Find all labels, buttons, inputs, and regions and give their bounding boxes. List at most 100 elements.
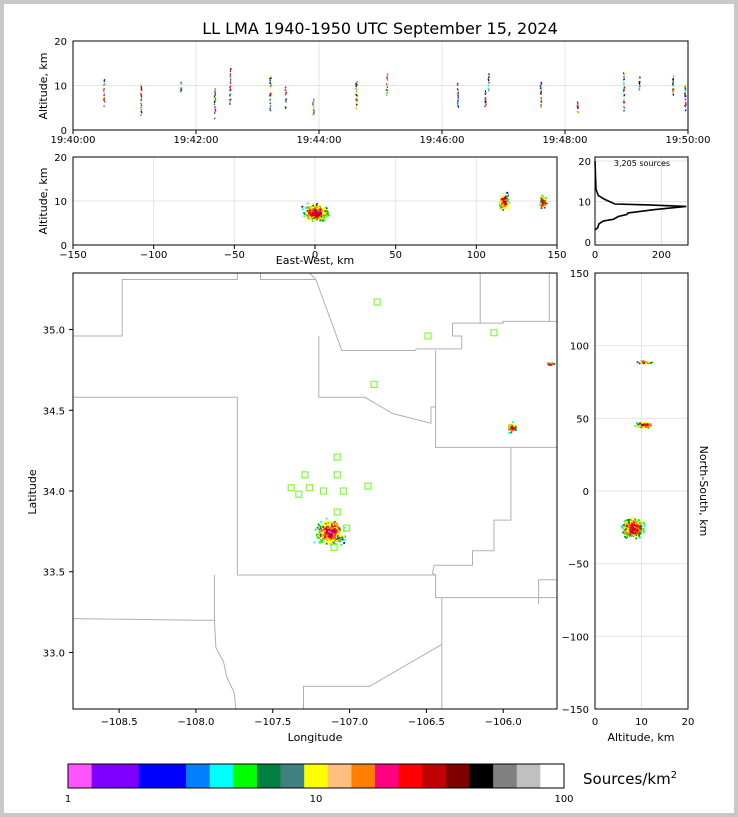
ns-source [638, 530, 641, 532]
ns-source [649, 423, 652, 426]
time-height-source [285, 107, 287, 109]
ew-source [312, 204, 314, 207]
ew-source [540, 205, 543, 208]
time-height-source [386, 79, 389, 81]
plan-source [332, 538, 335, 540]
ew-source [501, 199, 504, 202]
ew-source [502, 208, 504, 211]
ew-source [541, 194, 544, 197]
time-height-source [456, 93, 458, 96]
ns-source [636, 531, 639, 533]
ew-tick-label: −100 [140, 250, 167, 261]
plan-source [338, 537, 341, 539]
colorbar-swatches [68, 764, 565, 788]
plan-source [547, 363, 550, 366]
ns-source [623, 525, 626, 528]
plan-source [512, 429, 515, 432]
plan-source [325, 542, 328, 545]
plan-source [515, 427, 518, 429]
plan-source [332, 539, 334, 541]
ns-source [635, 422, 638, 424]
time-height-source [386, 94, 388, 96]
time-height-source [457, 89, 460, 91]
ew-source [316, 212, 319, 215]
ew-source [306, 214, 309, 217]
ns-source [627, 530, 630, 533]
ns-source [623, 526, 626, 529]
lma-station-marker [370, 380, 378, 389]
plan-source [318, 537, 321, 539]
time-height-source [180, 87, 182, 90]
time-height-source [577, 107, 579, 109]
time-height-source [140, 114, 142, 116]
ns-source [635, 529, 638, 532]
east-west-ylabel: Altitude, km [37, 167, 50, 234]
time-height-source [213, 95, 216, 98]
time-height-source [355, 87, 357, 90]
plan-source [326, 534, 329, 536]
lma-station-marker [333, 453, 341, 461]
time-height-source [355, 107, 357, 110]
ns-source [636, 426, 639, 428]
time-height-source [623, 88, 626, 91]
time-height-source [457, 95, 459, 97]
ew-source [319, 219, 321, 222]
time-height-source [457, 100, 459, 102]
plan-source [324, 525, 327, 528]
ew-source [318, 214, 321, 217]
ew-source [304, 206, 307, 209]
plan-source [320, 520, 322, 523]
plan-source [320, 538, 323, 540]
source-count-label: 3,205 sources [614, 159, 670, 168]
time-height-source [356, 81, 358, 83]
time-height-source [270, 94, 272, 97]
time-height-source [214, 90, 217, 93]
ns-source [636, 526, 639, 528]
ns-alt-tick-label: 0 [592, 717, 598, 728]
ns-source [638, 423, 641, 425]
time-height-source [484, 90, 487, 93]
time-height-source [485, 101, 487, 103]
ew-source [540, 199, 543, 202]
ns-source [627, 524, 630, 527]
ns-source [628, 518, 631, 521]
ew-alt-tick-label: 20 [54, 153, 67, 164]
ns-source [629, 522, 632, 525]
time-height-source [269, 94, 271, 97]
ew-tick-label: 0 [312, 250, 318, 261]
ns-source [643, 530, 646, 533]
time-height-source [285, 91, 287, 93]
ns-source [630, 534, 633, 537]
time-height-source [213, 88, 216, 91]
ns-source [624, 528, 627, 531]
ew-source [319, 215, 322, 218]
ns-source [645, 362, 648, 365]
ew-source [544, 204, 547, 206]
time-height-source [672, 93, 674, 96]
time-height-source [540, 99, 542, 101]
plan-source [333, 530, 336, 533]
time-height-source [229, 89, 231, 92]
time-height-source [269, 75, 271, 78]
colorbar-swatch [351, 764, 376, 788]
plan-source [337, 532, 340, 535]
plan-source [328, 537, 331, 540]
time-height-source [386, 83, 388, 86]
time-height-source [623, 75, 625, 78]
time-height-source [673, 88, 675, 90]
lat-tick-label: 33.0 [43, 648, 65, 659]
time-height-source [355, 85, 357, 87]
ew-source [313, 217, 316, 219]
ew-source [318, 213, 321, 216]
time-height-source [638, 82, 640, 85]
colorbar-swatch [162, 764, 187, 788]
plan-source [549, 362, 552, 365]
ns-source [628, 524, 631, 527]
ew-tick-label: 100 [467, 250, 486, 261]
colorbar-swatch [91, 764, 116, 788]
ew-source [308, 211, 311, 214]
plan-source [339, 531, 342, 534]
ew-tick-label: −150 [59, 250, 86, 261]
ns-source [627, 527, 630, 530]
time-height-source [214, 111, 216, 113]
